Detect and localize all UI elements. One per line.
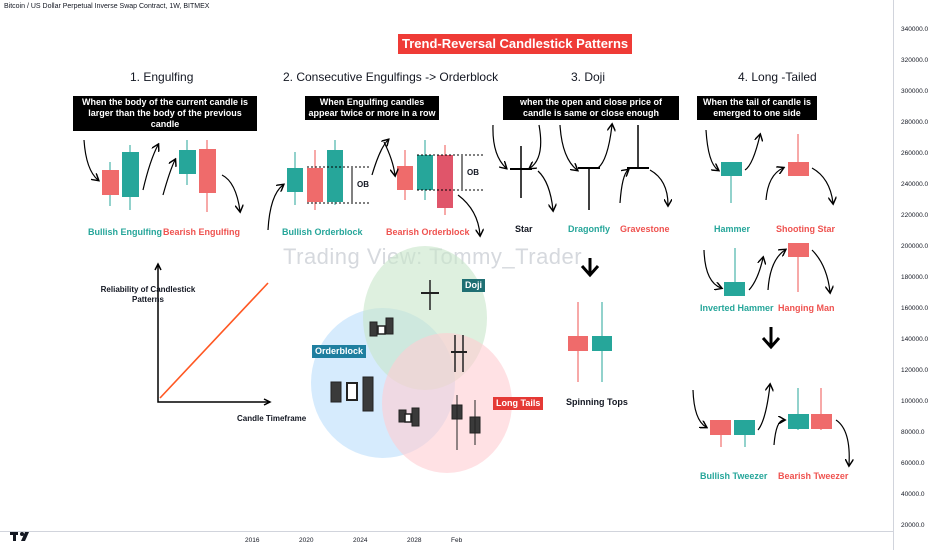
candles bbox=[102, 125, 832, 450]
y-tick: 300000.0 bbox=[901, 88, 929, 95]
big-down-arrows bbox=[580, 258, 781, 350]
label-gravestone: Gravestone bbox=[620, 224, 670, 234]
price-axis[interactable]: 340000.0 320000.0 300000.0 280000.0 2600… bbox=[893, 0, 932, 550]
x-tick: 2028 bbox=[407, 537, 422, 544]
y-tick: 120000.0 bbox=[901, 367, 929, 374]
y-tick: 80000.0 bbox=[901, 429, 925, 436]
y-tick: 240000.0 bbox=[901, 181, 929, 188]
y-tick: 340000.0 bbox=[901, 26, 929, 33]
label-inverted-hammer: Inverted Hammer bbox=[700, 303, 774, 313]
candle bbox=[437, 155, 453, 208]
x-tick: 2016 bbox=[245, 537, 260, 544]
candle bbox=[568, 336, 588, 351]
arrows bbox=[83, 125, 849, 465]
y-tick: 20000.0 bbox=[901, 522, 925, 529]
label-hanging-man: Hanging Man bbox=[778, 303, 835, 313]
y-tick: 140000.0 bbox=[901, 336, 929, 343]
x-tick: 2020 bbox=[299, 537, 314, 544]
y-tick: 200000.0 bbox=[901, 243, 929, 250]
reliability-line bbox=[159, 282, 269, 399]
y-tick: 260000.0 bbox=[901, 150, 929, 157]
candle bbox=[307, 168, 323, 202]
banner-title: Trend-Reversal Candlestick Patterns bbox=[398, 34, 633, 54]
ob-label-bear: OB bbox=[467, 168, 479, 177]
x-tick: 2024 bbox=[353, 537, 368, 544]
y-tick: 60000.0 bbox=[901, 460, 925, 467]
reliability-xlabel: Candle Timeframe bbox=[237, 414, 307, 423]
venn-long-tails-circle bbox=[382, 333, 512, 473]
candle bbox=[788, 414, 809, 429]
y-tick: 280000.0 bbox=[901, 119, 929, 126]
time-axis-line bbox=[0, 531, 893, 532]
candle bbox=[397, 166, 413, 190]
pattern-drawings bbox=[83, 0, 893, 473]
candle bbox=[199, 149, 216, 193]
candle bbox=[788, 162, 809, 176]
y-tick: 180000.0 bbox=[901, 274, 929, 281]
label-bullish-engulfing: Bullish Engulfing bbox=[88, 227, 162, 237]
badge-doji: Doji bbox=[462, 279, 485, 292]
section-title-long-tailed: 4. Long -Tailed bbox=[738, 70, 817, 84]
doji-description: when the open and close price of candle … bbox=[503, 96, 679, 120]
candle bbox=[788, 243, 809, 257]
candle bbox=[417, 155, 433, 190]
engulfing-description: When the body of the current candle is l… bbox=[73, 96, 257, 131]
orderblock-description: When Engulfing candles appear twice or m… bbox=[305, 96, 439, 120]
long-tailed-description: When the tail of candle is emerged to on… bbox=[697, 96, 817, 120]
candle bbox=[179, 150, 196, 174]
candle bbox=[102, 170, 119, 195]
chart-symbol-header: Bitcoin / US Dollar Perpetual Inverse Sw… bbox=[4, 3, 210, 10]
label-bearish-orderblock: Bearish Orderblock bbox=[386, 227, 470, 237]
candle bbox=[122, 152, 139, 197]
tradingview-logo-icon bbox=[10, 532, 29, 541]
reliability-chart bbox=[154, 262, 272, 406]
y-tick: 40000.0 bbox=[901, 491, 925, 498]
ob-label-bull: OB bbox=[357, 180, 369, 189]
candle bbox=[287, 168, 303, 192]
x-tick: Feb bbox=[451, 537, 463, 544]
candle bbox=[592, 336, 612, 351]
label-bullish-orderblock: Bullish Orderblock bbox=[282, 227, 363, 237]
section-title-doji: 3. Doji bbox=[571, 70, 606, 84]
label-bearish-engulfing: Bearish Engulfing bbox=[163, 227, 241, 237]
candle bbox=[721, 162, 742, 176]
candle bbox=[327, 150, 343, 202]
y-tick: 160000.0 bbox=[901, 305, 929, 312]
label-shooting-star: Shooting Star bbox=[776, 224, 835, 234]
candle bbox=[734, 420, 755, 435]
section-title-engulfing: 1. Engulfing bbox=[130, 70, 194, 84]
badge-long-tails: Long Tails bbox=[493, 397, 544, 410]
label-spinning-tops: Spinning Tops bbox=[566, 397, 628, 407]
label-hammer: Hammer bbox=[714, 224, 751, 234]
candle bbox=[811, 414, 832, 429]
label-bullish-tweezer: Bullish Tweezer bbox=[700, 471, 768, 481]
reliability-ylabel: Reliability of Candlestick Patterns bbox=[100, 285, 196, 304]
y-tick: 220000.0 bbox=[901, 212, 929, 219]
badge-orderblock: Orderblock bbox=[312, 345, 367, 358]
label-star: Star bbox=[515, 224, 533, 234]
section-title-orderblock: 2. Consecutive Engulfings -> Orderblock bbox=[283, 70, 499, 84]
y-tick: 100000.0 bbox=[901, 398, 929, 405]
candle bbox=[724, 282, 745, 296]
candle bbox=[710, 420, 731, 435]
label-bearish-tweezer: Bearish Tweezer bbox=[778, 471, 849, 481]
y-tick: 320000.0 bbox=[901, 57, 929, 64]
label-dragonfly: Dragonfly bbox=[568, 224, 611, 234]
